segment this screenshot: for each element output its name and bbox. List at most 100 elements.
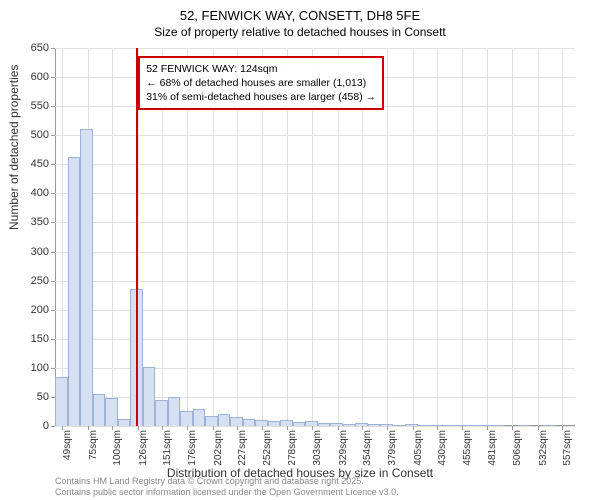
footer-credits: Contains HM Land Registry data © Crown c… bbox=[55, 476, 399, 498]
histogram-bar bbox=[518, 425, 531, 426]
x-tick-label: 455sqm bbox=[462, 430, 473, 466]
histogram-bar bbox=[93, 394, 106, 426]
grid-line-vertical bbox=[413, 48, 414, 426]
y-tick-label: 100 bbox=[31, 362, 49, 374]
property-annotation-box: 52 FENWICK WAY: 124sqm ← 68% of detached… bbox=[138, 56, 384, 111]
grid-line-vertical bbox=[387, 48, 388, 426]
x-tick-label: 354sqm bbox=[362, 430, 373, 466]
histogram-bar bbox=[168, 397, 181, 426]
plot-area: 0501001502002503003504004505005506006504… bbox=[55, 48, 575, 426]
grid-line-vertical bbox=[462, 48, 463, 426]
annotation-property-label: 52 FENWICK WAY: 124sqm bbox=[146, 62, 376, 76]
y-tick-label: 150 bbox=[31, 333, 49, 345]
grid-line-vertical bbox=[62, 48, 63, 426]
y-tick-label: 600 bbox=[31, 71, 49, 83]
x-tick-label: 49sqm bbox=[62, 430, 73, 460]
histogram-bar bbox=[230, 417, 243, 426]
x-tick-label: 227sqm bbox=[237, 430, 248, 466]
x-tick-mark bbox=[88, 426, 89, 430]
annotation-larger-pct: 31% of semi-detached houses are larger (… bbox=[146, 90, 376, 104]
x-tick-label: 252sqm bbox=[262, 430, 273, 466]
y-tick-label: 50 bbox=[37, 391, 49, 403]
x-tick-label: 100sqm bbox=[112, 430, 123, 466]
histogram-bar bbox=[193, 409, 206, 426]
grid-line-horizontal bbox=[55, 48, 575, 49]
x-tick-mark bbox=[362, 426, 363, 430]
histogram-bar bbox=[218, 414, 231, 426]
footer-line-2: Contains public sector information licen… bbox=[55, 487, 399, 498]
x-tick-label: 405sqm bbox=[413, 430, 424, 466]
histogram-bar bbox=[455, 425, 468, 426]
y-axis-title: Number of detached properties bbox=[7, 65, 21, 230]
y-tick-mark bbox=[51, 135, 55, 136]
x-tick-mark bbox=[262, 426, 263, 430]
histogram-bar bbox=[468, 425, 481, 426]
histogram-bar bbox=[393, 425, 406, 426]
grid-line-horizontal bbox=[55, 426, 575, 427]
y-tick-mark bbox=[51, 281, 55, 282]
y-tick-label: 350 bbox=[31, 216, 49, 228]
histogram-bar bbox=[143, 367, 156, 426]
property-histogram-chart: 52, FENWICK WAY, CONSETT, DH8 5FE Size o… bbox=[0, 0, 600, 500]
grid-line-horizontal bbox=[55, 193, 575, 194]
y-tick-label: 500 bbox=[31, 129, 49, 141]
x-tick-mark bbox=[462, 426, 463, 430]
x-tick-mark bbox=[487, 426, 488, 430]
y-tick-mark bbox=[51, 106, 55, 107]
annotation-smaller-pct: ← 68% of detached houses are smaller (1,… bbox=[146, 76, 376, 90]
x-tick-mark bbox=[562, 426, 563, 430]
histogram-bar bbox=[430, 425, 443, 426]
y-tick-mark bbox=[51, 310, 55, 311]
y-tick-mark bbox=[51, 339, 55, 340]
histogram-bar bbox=[105, 398, 118, 426]
histogram-bar bbox=[118, 419, 131, 426]
footer-line-1: Contains HM Land Registry data © Crown c… bbox=[55, 476, 399, 487]
grid-line-horizontal bbox=[55, 222, 575, 223]
histogram-bar bbox=[543, 425, 556, 426]
x-tick-label: 532sqm bbox=[538, 430, 549, 466]
x-tick-label: 506sqm bbox=[512, 430, 523, 466]
grid-line-vertical bbox=[487, 48, 488, 426]
histogram-bar bbox=[380, 424, 393, 426]
x-tick-mark bbox=[387, 426, 388, 430]
y-tick-mark bbox=[51, 426, 55, 427]
x-tick-label: 126sqm bbox=[138, 430, 149, 466]
y-tick-label: 550 bbox=[31, 100, 49, 112]
y-tick-label: 650 bbox=[31, 42, 49, 54]
histogram-bar bbox=[80, 129, 93, 426]
x-tick-mark bbox=[138, 426, 139, 430]
histogram-bar bbox=[268, 421, 281, 426]
grid-line-vertical bbox=[512, 48, 513, 426]
y-tick-label: 250 bbox=[31, 275, 49, 287]
grid-line-horizontal bbox=[55, 252, 575, 253]
y-tick-mark bbox=[51, 77, 55, 78]
x-tick-label: 278sqm bbox=[287, 430, 298, 466]
x-tick-mark bbox=[512, 426, 513, 430]
x-tick-label: 303sqm bbox=[312, 430, 323, 466]
histogram-bar bbox=[480, 425, 493, 426]
grid-line-vertical bbox=[562, 48, 563, 426]
grid-line-vertical bbox=[538, 48, 539, 426]
x-tick-mark bbox=[162, 426, 163, 430]
y-tick-label: 450 bbox=[31, 158, 49, 170]
x-tick-label: 430sqm bbox=[437, 430, 448, 466]
x-tick-mark bbox=[213, 426, 214, 430]
x-tick-mark bbox=[437, 426, 438, 430]
y-tick-label: 400 bbox=[31, 187, 49, 199]
x-tick-mark bbox=[413, 426, 414, 430]
y-tick-mark bbox=[51, 164, 55, 165]
y-tick-label: 300 bbox=[31, 246, 49, 258]
histogram-bar bbox=[155, 400, 168, 426]
histogram-bar bbox=[243, 419, 256, 426]
histogram-bar bbox=[330, 423, 343, 426]
y-tick-mark bbox=[51, 48, 55, 49]
y-tick-mark bbox=[51, 222, 55, 223]
x-tick-label: 557sqm bbox=[562, 430, 573, 466]
histogram-bar bbox=[55, 377, 68, 426]
x-tick-mark bbox=[112, 426, 113, 430]
histogram-bar bbox=[418, 425, 431, 426]
histogram-bar bbox=[180, 411, 193, 426]
histogram-bar bbox=[493, 425, 506, 426]
x-tick-label: 379sqm bbox=[387, 430, 398, 466]
x-tick-label: 176sqm bbox=[187, 430, 198, 466]
